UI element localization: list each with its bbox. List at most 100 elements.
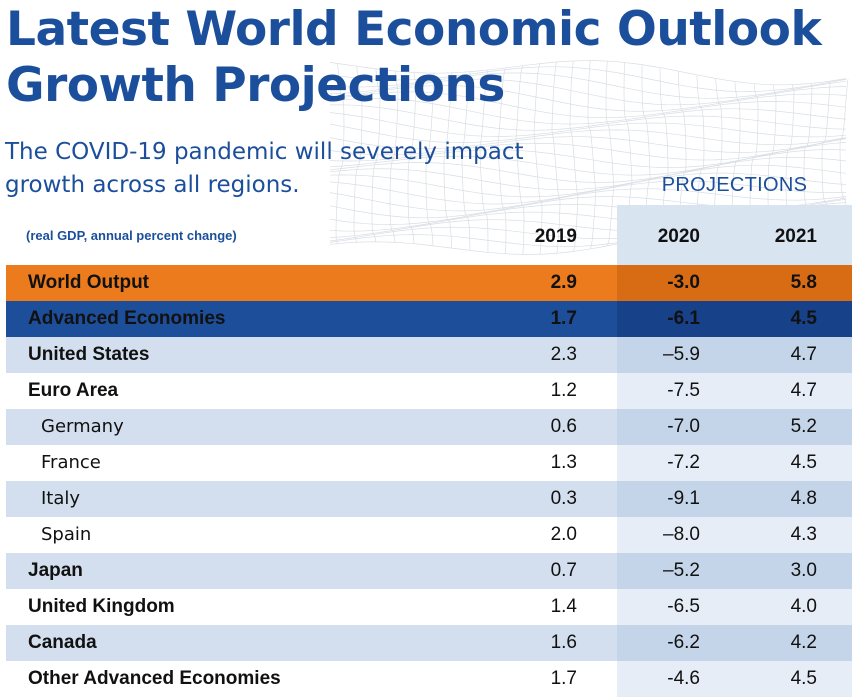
projection-cell-band — [617, 517, 852, 553]
page-subtitle: The COVID-19 pandemic will severely impa… — [5, 136, 565, 202]
value-2019: 2.0 — [550, 524, 577, 545]
table-row: United States 2.3 –5.9 4.7 — [6, 337, 852, 373]
mesh-line — [371, 68, 381, 242]
title-line-2: Growth Projections — [6, 58, 505, 113]
table-row: United Kingdom 1.4 -6.5 4.0 — [6, 589, 852, 625]
value-2020: –8.0 — [663, 524, 700, 545]
column-header-2020: 2020 — [657, 226, 700, 247]
projection-cell-band — [617, 409, 852, 445]
column-header-2019: 2019 — [534, 226, 577, 247]
table-row: World Output 2.9 -3.0 5.8 — [6, 265, 852, 301]
value-2021: 4.2 — [790, 632, 817, 653]
value-2021: 4.5 — [790, 668, 817, 689]
value-2019: 1.3 — [550, 452, 577, 473]
mesh-line — [533, 63, 543, 255]
mesh-line — [443, 72, 453, 248]
mesh-line — [329, 66, 847, 92]
projection-cell-band — [617, 445, 852, 481]
value-2021: 4.5 — [790, 452, 817, 473]
row-label: France — [41, 452, 101, 473]
value-2019: 0.3 — [550, 488, 577, 509]
mesh-line — [551, 61, 561, 254]
table-row: France 1.3 -7.2 4.5 — [6, 445, 852, 481]
value-2021: 4.8 — [790, 488, 817, 509]
row-label: United States — [28, 344, 150, 365]
value-2020: -4.6 — [667, 668, 700, 689]
table-row: Germany 0.6 -7.0 5.2 — [6, 409, 852, 445]
mesh-line — [329, 60, 847, 86]
mesh-line — [389, 70, 399, 243]
value-2021: 4.3 — [790, 524, 817, 545]
mesh-line — [821, 81, 831, 244]
value-2019: 1.4 — [550, 596, 577, 617]
mesh-line — [461, 71, 471, 250]
mesh-line — [407, 72, 417, 244]
mesh-line — [587, 60, 597, 249]
mesh-line — [329, 136, 847, 153]
table-row: Japan 0.7 –5.2 3.0 — [6, 553, 852, 589]
row-label: Spain — [41, 524, 92, 545]
value-2019: 1.7 — [550, 668, 577, 689]
column-header-2021: 2021 — [774, 226, 817, 247]
projection-cell-band — [617, 373, 852, 409]
value-2020: –5.2 — [663, 560, 700, 581]
mesh-line — [605, 61, 615, 246]
value-2021: 5.8 — [790, 272, 817, 293]
mesh-line — [329, 104, 847, 131]
projection-cell-band — [617, 553, 852, 589]
mesh-line — [329, 164, 847, 191]
mesh-line — [329, 142, 847, 168]
subtitle-line-2: growth across all regions. — [5, 172, 300, 198]
row-label: United Kingdom — [28, 596, 175, 617]
mesh-line — [839, 78, 849, 247]
value-2020: -9.1 — [667, 488, 700, 509]
projection-cell-band — [617, 661, 852, 697]
row-label: Other Advanced Economies — [28, 668, 281, 689]
value-2020: -6.1 — [667, 308, 700, 329]
value-2019: 0.7 — [550, 560, 577, 581]
projection-cell-band — [617, 265, 852, 301]
value-2021: 4.7 — [790, 344, 817, 365]
mesh-line — [329, 180, 847, 205]
value-2021: 4.0 — [790, 596, 817, 617]
unit-note: (real GDP, annual percent change) — [26, 228, 237, 243]
table-row: Euro Area 1.2 -7.5 4.7 — [6, 373, 852, 409]
value-2019: 2.3 — [550, 344, 577, 365]
value-2020: -6.5 — [667, 596, 700, 617]
row-label: World Output — [28, 272, 150, 293]
value-2019: 1.2 — [550, 380, 577, 401]
row-label: Euro Area — [28, 380, 119, 401]
value-2019: 1.7 — [550, 308, 577, 329]
row-label: Canada — [28, 632, 97, 653]
mesh-line — [329, 188, 847, 212]
value-2020: -7.0 — [667, 416, 700, 437]
value-2020: -7.5 — [667, 380, 700, 401]
title-line-1: Latest World Economic Outlook — [6, 2, 822, 57]
mesh-line — [569, 60, 579, 252]
projection-cell-band — [617, 301, 852, 337]
table-header: (real GDP, annual percent change) 2019 2… — [0, 218, 852, 254]
table-row: Italy 0.3 -9.1 4.8 — [6, 481, 852, 517]
projection-cell-band — [617, 589, 852, 625]
mesh-line — [329, 72, 847, 99]
row-label: Japan — [28, 560, 83, 581]
row-label: Germany — [41, 416, 124, 437]
mesh-line — [329, 123, 847, 146]
mesh-line — [329, 112, 847, 138]
row-label: Advanced Economies — [28, 308, 226, 329]
mesh-line — [335, 63, 345, 244]
value-2021: 4.7 — [790, 380, 817, 401]
mesh-line — [329, 157, 847, 183]
row-label: Italy — [41, 488, 81, 509]
mesh-line — [515, 65, 525, 255]
mesh-line — [329, 138, 847, 161]
mesh-line — [353, 66, 363, 243]
mesh-line — [329, 172, 847, 198]
value-2021: 4.5 — [790, 308, 817, 329]
projection-cell-band — [617, 337, 852, 373]
projections-header-band — [617, 205, 852, 267]
value-2019: 0.6 — [550, 416, 577, 437]
value-2020: -3.0 — [667, 272, 700, 293]
value-2019: 2.9 — [550, 272, 577, 293]
